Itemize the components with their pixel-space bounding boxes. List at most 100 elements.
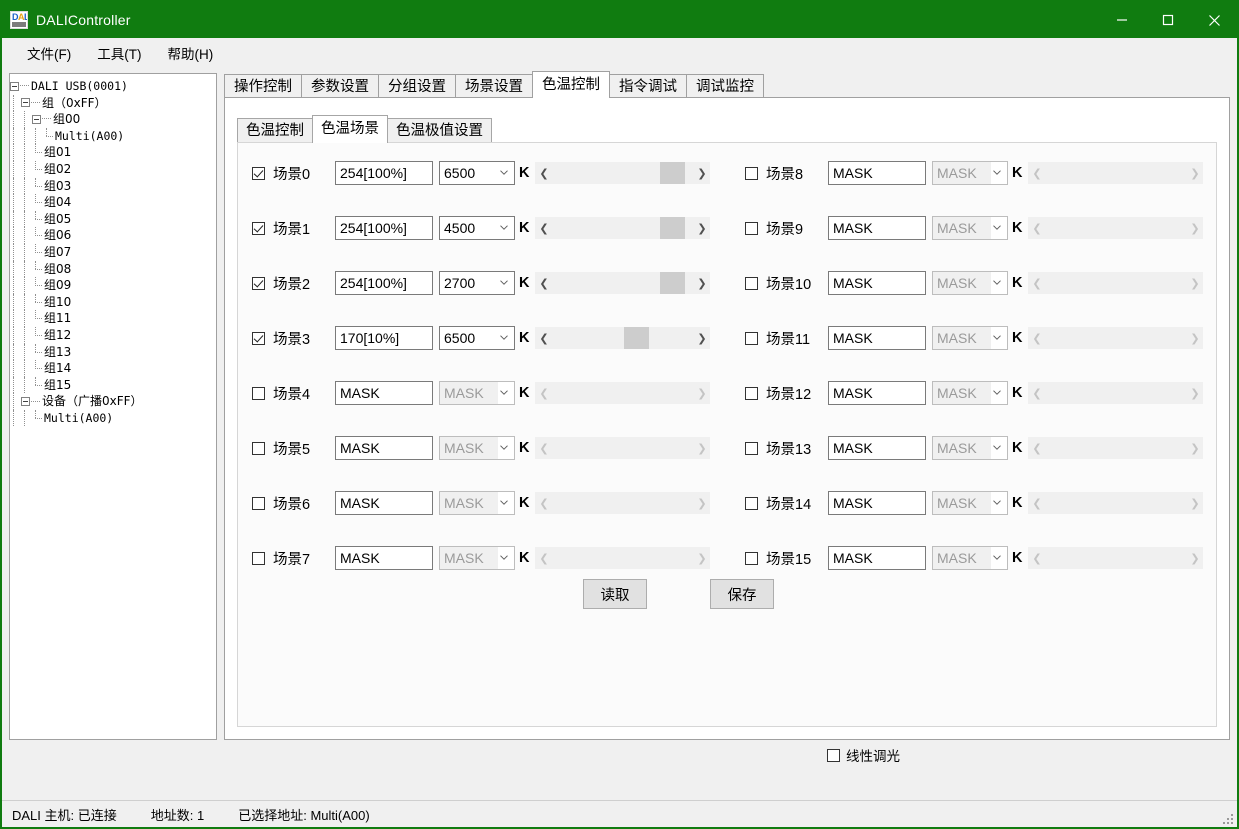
slider-right-arrow-icon[interactable]: ❯	[697, 552, 707, 565]
scene-enable-checkbox[interactable]	[252, 331, 265, 345]
scene-level-input[interactable]: MASK	[828, 436, 926, 460]
scene-enable-checkbox[interactable]	[745, 276, 758, 290]
scene-enable-checkbox[interactable]	[252, 221, 265, 235]
scene-kelvin-select[interactable]: 6500	[439, 161, 515, 185]
scene-kelvin-select[interactable]: 6500	[439, 326, 515, 350]
slider-thumb[interactable]	[624, 327, 650, 349]
slider-right-arrow-icon[interactable]: ❯	[1190, 497, 1200, 510]
tab-6[interactable]: 调试监控	[686, 74, 764, 98]
scene-kelvin-slider[interactable]: ❮ ❯	[535, 217, 711, 239]
scene-kelvin-slider[interactable]: ❮ ❯	[535, 382, 711, 404]
slider-right-arrow-icon[interactable]: ❯	[697, 222, 707, 235]
scene-kelvin-select[interactable]: MASK	[439, 381, 515, 405]
tab-3[interactable]: 场景设置	[455, 74, 533, 98]
menu-file[interactable]: 文件(F)	[27, 47, 72, 62]
scene-enable-checkbox[interactable]	[745, 221, 758, 235]
close-icon[interactable]	[1191, 2, 1237, 38]
slider-right-arrow-icon[interactable]: ❯	[697, 387, 707, 400]
scene-kelvin-select[interactable]: MASK	[439, 546, 515, 570]
scene-kelvin-select[interactable]: 2700	[439, 271, 515, 295]
slider-right-arrow-icon[interactable]: ❯	[697, 167, 707, 180]
slider-left-arrow-icon[interactable]: ❮	[1032, 552, 1042, 565]
slider-right-arrow-icon[interactable]: ❯	[1190, 167, 1200, 180]
slider-left-arrow-icon[interactable]: ❮	[1032, 332, 1042, 345]
tree-node[interactable]: 组00	[10, 111, 216, 128]
slider-thumb[interactable]	[660, 162, 686, 184]
slider-left-arrow-icon[interactable]: ❮	[539, 332, 549, 345]
scene-enable-checkbox[interactable]	[252, 386, 265, 400]
slider-thumb[interactable]	[660, 217, 686, 239]
scene-kelvin-select[interactable]: MASK	[439, 436, 515, 460]
slider-left-arrow-icon[interactable]: ❮	[539, 387, 549, 400]
scene-kelvin-select[interactable]: 4500	[439, 216, 515, 240]
tree-node[interactable]: 组12	[10, 326, 216, 344]
scene-kelvin-slider[interactable]: ❮ ❯	[535, 547, 711, 569]
scene-level-input[interactable]: MASK	[335, 436, 433, 460]
scene-kelvin-slider[interactable]: ❮ ❯	[535, 162, 711, 184]
tree-node[interactable]: 组06	[10, 227, 216, 244]
scene-enable-checkbox[interactable]	[252, 166, 265, 180]
scene-kelvin-select[interactable]: MASK	[932, 216, 1008, 240]
linear-dimming-checkbox[interactable]: 线性调光	[827, 745, 900, 765]
scene-level-input[interactable]: MASK	[828, 271, 926, 295]
scene-enable-checkbox[interactable]	[745, 386, 758, 400]
scene-kelvin-slider[interactable]: ❮ ❯	[535, 272, 711, 294]
resize-grip[interactable]	[1221, 812, 1233, 824]
scene-level-input[interactable]: MASK	[828, 326, 926, 350]
slider-right-arrow-icon[interactable]: ❯	[1190, 222, 1200, 235]
maximize-icon[interactable]	[1145, 2, 1191, 38]
scene-level-input[interactable]: MASK	[828, 546, 926, 570]
scene-enable-checkbox[interactable]	[745, 551, 758, 565]
scene-level-input[interactable]: 254[100%]	[335, 216, 433, 240]
menu-tools[interactable]: 工具(T)	[97, 47, 142, 62]
slider-right-arrow-icon[interactable]: ❯	[1190, 332, 1200, 345]
slider-right-arrow-icon[interactable]: ❯	[697, 497, 707, 510]
scene-enable-checkbox[interactable]	[252, 276, 265, 290]
slider-left-arrow-icon[interactable]: ❮	[539, 277, 549, 290]
tree-node[interactable]: 组15	[10, 376, 216, 394]
slider-right-arrow-icon[interactable]: ❯	[697, 442, 707, 455]
scene-kelvin-slider[interactable]: ❮ ❯	[1028, 382, 1204, 404]
inner-tab-0[interactable]: 色温控制	[237, 118, 313, 143]
tree-node[interactable]: 组02	[10, 160, 216, 178]
scene-level-input[interactable]: MASK	[828, 491, 926, 515]
slider-thumb[interactable]	[660, 272, 686, 294]
scene-level-input[interactable]: MASK	[335, 491, 433, 515]
tree-expander-icon[interactable]	[10, 81, 19, 91]
slider-left-arrow-icon[interactable]: ❮	[539, 167, 549, 180]
scene-kelvin-select[interactable]: MASK	[932, 326, 1008, 350]
tree-node[interactable]: 组13	[10, 343, 216, 361]
scene-enable-checkbox[interactable]	[252, 441, 265, 455]
slider-left-arrow-icon[interactable]: ❮	[539, 442, 549, 455]
scene-level-input[interactable]: MASK	[828, 216, 926, 240]
slider-left-arrow-icon[interactable]: ❮	[539, 497, 549, 510]
tree-node[interactable]: 组03	[10, 177, 216, 195]
scene-kelvin-select[interactable]: MASK	[932, 491, 1008, 515]
scene-kelvin-slider[interactable]: ❮ ❯	[535, 437, 711, 459]
scene-level-input[interactable]: MASK	[335, 546, 433, 570]
tree-node[interactable]: 组07	[10, 243, 216, 261]
scene-level-input[interactable]: MASK	[828, 381, 926, 405]
slider-left-arrow-icon[interactable]: ❮	[539, 552, 549, 565]
scene-kelvin-slider[interactable]: ❮ ❯	[1028, 327, 1204, 349]
slider-right-arrow-icon[interactable]: ❯	[1190, 552, 1200, 565]
scene-kelvin-slider[interactable]: ❮ ❯	[535, 327, 711, 349]
slider-left-arrow-icon[interactable]: ❮	[1032, 387, 1042, 400]
slider-right-arrow-icon[interactable]: ❯	[1190, 442, 1200, 455]
tab-0[interactable]: 操作控制	[224, 74, 302, 98]
scene-enable-checkbox[interactable]	[252, 496, 265, 510]
tree-node[interactable]: 组01	[10, 144, 216, 161]
scene-kelvin-slider[interactable]: ❮ ❯	[1028, 492, 1204, 514]
scene-level-input[interactable]: 254[100%]	[335, 271, 433, 295]
scene-enable-checkbox[interactable]	[745, 166, 758, 180]
tree-expander-icon[interactable]	[21, 98, 30, 108]
device-tree-panel[interactable]: DALI USB(0001) 组（0xFF） 组00 Multi(A00) 组01 组02…	[9, 73, 217, 740]
scene-kelvin-slider[interactable]: ❮ ❯	[1028, 547, 1204, 569]
tree-node[interactable]: 组09	[10, 277, 216, 294]
tree-node[interactable]: 组（0xFF）	[10, 94, 216, 112]
scene-kelvin-slider[interactable]: ❮ ❯	[1028, 217, 1204, 239]
tree-expander-icon[interactable]	[21, 397, 30, 407]
scene-kelvin-select[interactable]: MASK	[932, 271, 1008, 295]
slider-right-arrow-icon[interactable]: ❯	[697, 332, 707, 345]
tree-node[interactable]: 组05	[10, 210, 216, 228]
